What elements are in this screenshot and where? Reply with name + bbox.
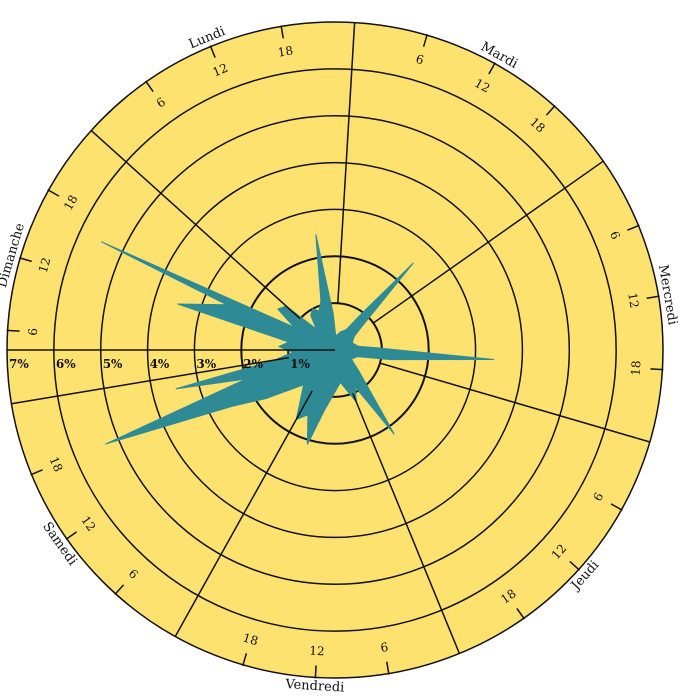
hour-tick	[18, 257, 32, 263]
hour-tick	[145, 80, 154, 93]
hour-tick	[545, 105, 556, 116]
hour-tick	[65, 531, 78, 540]
hour-tick	[627, 224, 640, 231]
hour-tick-label: 6	[414, 52, 425, 68]
day-divider	[90, 129, 301, 320]
day-divider	[379, 362, 651, 443]
hour-tick	[6, 329, 20, 332]
hour-tick	[314, 665, 317, 679]
series-area	[100, 234, 495, 445]
series-layer	[100, 234, 495, 445]
hour-tick	[646, 295, 660, 299]
day-divider	[337, 22, 356, 304]
hour-tick-label: 18	[277, 43, 294, 59]
ring-label: 3%	[196, 357, 216, 371]
ring-label: 1%	[290, 357, 310, 371]
hour-tick-label: 12	[309, 644, 325, 659]
hour-tick	[610, 503, 623, 511]
hour-tick	[242, 653, 248, 667]
day-divider	[11, 356, 289, 405]
hour-tick	[47, 189, 60, 197]
ring-label: 5%	[103, 357, 123, 371]
day-divider	[372, 160, 604, 324]
hour-tick-label: 18	[629, 360, 644, 376]
hour-tick-label: 18	[241, 631, 260, 649]
hour-tick	[209, 45, 216, 58]
ring-labels: 1% 2% 3% 4% 5% 6% 7%	[9, 357, 310, 371]
hour-tick	[30, 469, 43, 476]
hour-tick	[280, 25, 284, 39]
hour-tick-label: 18	[61, 193, 81, 213]
hour-tick	[114, 584, 125, 595]
day-dividers	[7, 22, 651, 654]
hour-tick-label: 18	[47, 455, 66, 474]
hour-tick	[516, 607, 525, 620]
day-divider	[352, 393, 461, 654]
ring-label: 7%	[9, 357, 29, 371]
hour-tick	[569, 560, 580, 571]
hour-tick	[422, 33, 428, 47]
hour-tick-label: 12	[625, 292, 641, 309]
hour-tick-label: 12	[36, 256, 54, 275]
hour-tick	[488, 62, 496, 75]
hour-tick-label: 6	[379, 640, 389, 655]
hour-tick-label: 12	[211, 61, 230, 80]
day-label: Vendredi	[284, 677, 345, 696]
hour-tick	[386, 661, 390, 675]
hour-tick-label: 6	[26, 328, 40, 336]
ring-label: 6%	[56, 357, 76, 371]
hour-tick-label: 12	[472, 76, 492, 96]
ring-label: 2%	[243, 357, 263, 371]
ring-label: 4%	[150, 357, 170, 371]
hour-tick	[650, 368, 664, 371]
day-divider	[174, 390, 313, 637]
